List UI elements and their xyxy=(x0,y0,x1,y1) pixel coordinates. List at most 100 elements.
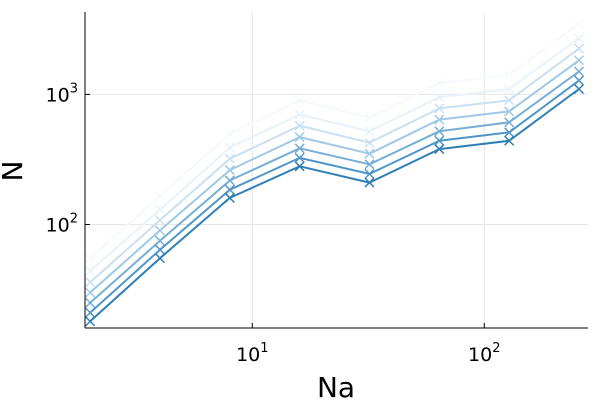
data-point-marker xyxy=(294,143,305,154)
data-point-marker xyxy=(434,92,445,103)
data-point-marker xyxy=(504,69,515,80)
marker-stroke xyxy=(294,109,305,120)
data-point-marker xyxy=(573,18,585,29)
y-tick-label-exponent: 2 xyxy=(70,211,78,226)
data-point-marker xyxy=(154,253,166,264)
marker-stroke xyxy=(364,159,375,170)
data-point-marker xyxy=(294,120,305,131)
marker-stroke xyxy=(294,120,305,131)
marker-stroke xyxy=(504,127,515,138)
marker-stroke xyxy=(434,103,445,114)
data-point-marker xyxy=(224,175,235,186)
marker-stroke xyxy=(364,148,375,159)
marker-stroke xyxy=(434,135,445,146)
data-point-marker xyxy=(224,184,235,195)
y-tick-label: 102 xyxy=(46,211,78,236)
marker-stroke xyxy=(154,191,166,202)
data-point-marker xyxy=(504,117,515,128)
x-tick-label-exponent: 2 xyxy=(492,341,500,356)
data-point-marker xyxy=(224,165,235,176)
data-point-marker xyxy=(154,244,166,255)
data-point-marker xyxy=(434,103,445,114)
data-point-marker xyxy=(364,177,375,188)
series-1 xyxy=(85,83,585,327)
marker-stroke xyxy=(154,235,166,246)
y-tick-label-exponent: 3 xyxy=(70,81,78,96)
marker-stroke xyxy=(85,277,96,288)
x-tick-label-exponent: 1 xyxy=(260,341,268,356)
x-tick-label-base: 10 xyxy=(468,344,492,366)
data-point-marker xyxy=(573,83,585,95)
x-axis-title: Na xyxy=(317,371,355,400)
marker-stroke xyxy=(573,18,585,29)
marker-stroke xyxy=(85,265,96,276)
marker-stroke xyxy=(224,192,235,203)
data-point-marker xyxy=(294,161,305,172)
data-point-marker xyxy=(85,265,96,276)
data-point-marker xyxy=(294,152,305,163)
x-tick-label: 102 xyxy=(468,341,500,366)
marker-stroke xyxy=(364,177,375,188)
marker-stroke xyxy=(294,95,305,106)
marker-stroke xyxy=(224,128,235,139)
data-point-marker xyxy=(434,78,445,89)
series-3 xyxy=(85,66,585,308)
data-point-marker xyxy=(85,307,96,318)
data-point-marker xyxy=(85,297,96,308)
series-line xyxy=(89,79,580,314)
series-layer xyxy=(85,18,585,327)
marker-stroke xyxy=(294,152,305,163)
marker-stroke xyxy=(224,184,235,195)
series-line xyxy=(89,37,580,272)
axes xyxy=(84,12,588,329)
marker-stroke xyxy=(573,75,585,86)
data-point-marker xyxy=(364,148,375,159)
marker-stroke xyxy=(504,83,515,95)
data-point-marker xyxy=(154,225,166,236)
series-line xyxy=(89,88,580,323)
data-point-marker xyxy=(364,159,375,170)
marker-stroke xyxy=(504,135,515,146)
data-point-marker xyxy=(573,33,585,44)
y-tick-label-base: 10 xyxy=(46,214,70,236)
data-point-marker xyxy=(85,277,96,288)
marker-stroke xyxy=(224,153,235,164)
marker-stroke xyxy=(85,316,96,327)
marker-stroke xyxy=(364,168,375,179)
data-point-marker xyxy=(573,43,585,54)
series-5 xyxy=(85,43,585,288)
series-6 xyxy=(85,33,585,276)
marker-stroke xyxy=(85,253,96,264)
data-point-marker xyxy=(434,135,445,146)
marker-stroke xyxy=(85,307,96,318)
marker-stroke xyxy=(504,95,515,106)
marker-stroke xyxy=(154,215,166,226)
data-point-marker xyxy=(154,235,166,246)
data-point-marker xyxy=(224,192,235,203)
marker-stroke xyxy=(154,225,166,236)
data-point-marker xyxy=(224,153,235,164)
data-point-marker xyxy=(364,112,375,123)
data-point-marker xyxy=(364,168,375,179)
marker-stroke xyxy=(364,137,375,148)
marker-stroke xyxy=(434,114,445,125)
series-line xyxy=(89,47,580,283)
marker-stroke xyxy=(504,117,515,128)
series-line xyxy=(89,22,580,259)
data-point-marker xyxy=(85,253,96,264)
x-tick-label: 101 xyxy=(236,341,268,366)
data-point-marker xyxy=(573,66,585,77)
data-point-marker xyxy=(154,204,166,215)
marker-stroke xyxy=(573,33,585,44)
data-point-marker xyxy=(294,132,305,143)
data-point-marker xyxy=(504,135,515,146)
marker-stroke xyxy=(85,287,96,298)
series-line xyxy=(89,59,580,294)
marker-stroke xyxy=(294,132,305,143)
data-point-marker xyxy=(154,191,166,202)
marker-stroke xyxy=(364,126,375,137)
y-tick-label: 103 xyxy=(46,81,78,106)
data-point-marker xyxy=(504,127,515,138)
